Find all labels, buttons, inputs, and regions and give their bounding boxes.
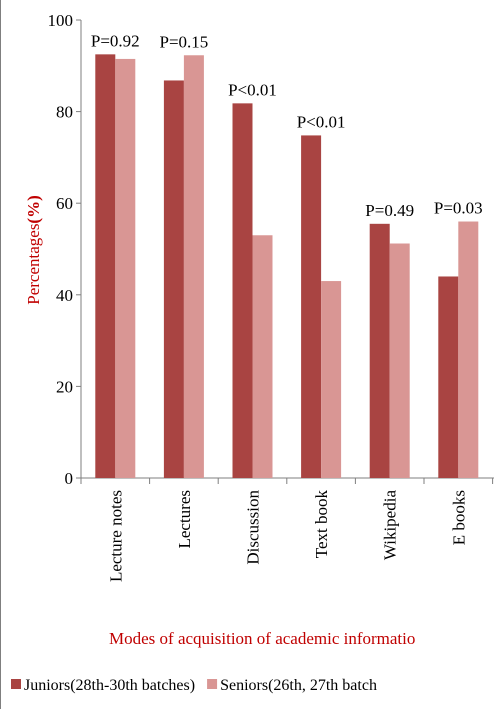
category-label: E books: [449, 490, 468, 545]
bar-seniors: [115, 58, 136, 479]
legend-swatch: [207, 679, 218, 689]
category-labels: Lecture notes Lectures Discussion Text book…: [106, 490, 468, 583]
y-tick-label: 0: [65, 469, 74, 488]
legend: Juniors(28th-30th batches) Seniors(26th, …: [11, 677, 377, 694]
bar-juniors: [232, 103, 253, 478]
category-label: Wikipedia: [381, 490, 400, 561]
bar-seniors: [321, 281, 342, 478]
bar-juniors: [301, 135, 322, 478]
category-label: Lectures: [175, 490, 194, 549]
legend-label: Juniors(28th-30th batches): [24, 677, 195, 694]
legend-label: Seniors(26th, 27th batch: [220, 677, 377, 694]
p-value-label: P<0.01: [297, 112, 346, 131]
bar-seniors: [183, 55, 204, 479]
legend-swatch: [11, 679, 21, 689]
p-value-label: P=0.03: [434, 199, 483, 218]
bar-juniors: [369, 223, 390, 478]
y-tick-label: 20: [56, 377, 73, 396]
x-axis-title: Modes of acquisition of academic informa…: [109, 629, 415, 648]
bar-juniors: [438, 276, 459, 478]
bar-juniors: [95, 54, 116, 478]
y-axis-title: Percentages(%): [24, 195, 43, 305]
p-value-labels: P=0.92 P=0.15 P<0.01 P<0.01 P=0.49 P=0.03: [91, 31, 483, 219]
category-label: Discussion: [244, 490, 263, 565]
y-tick-label: 60: [56, 194, 73, 213]
p-value-label: P=0.15: [160, 32, 209, 51]
category-label: Text book: [312, 490, 331, 559]
p-value-label: P<0.01: [228, 80, 277, 99]
bars: [95, 54, 479, 479]
p-value-label: P=0.49: [365, 201, 414, 220]
p-value-label: P=0.92: [91, 31, 140, 50]
bar-seniors: [389, 243, 410, 478]
category-label: Lecture notes: [106, 490, 125, 582]
y-tick-label: 40: [56, 286, 73, 305]
y-axis: 0 20 40 60 80 100: [48, 11, 82, 488]
y-tick-label: 80: [56, 103, 73, 122]
y-tick-label: 100: [48, 11, 74, 30]
bar-seniors: [252, 235, 273, 478]
bar-seniors: [458, 221, 479, 478]
x-axis: [80, 477, 494, 484]
bar-juniors: [163, 80, 184, 479]
